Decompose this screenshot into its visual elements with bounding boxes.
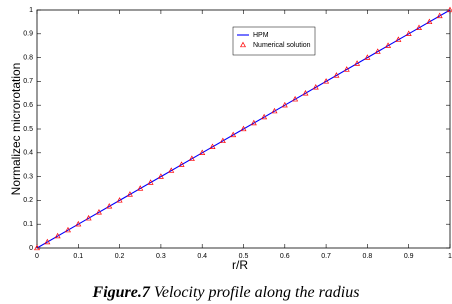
marker [199,149,206,155]
marker [75,220,82,227]
y-tick-label: 0.3 [23,173,33,180]
marker [178,161,185,167]
marker [302,89,309,96]
marker [126,191,133,197]
marker [44,238,51,245]
legend-label: Numerical solution [253,42,311,49]
y-tick-label: 0.8 [23,54,33,61]
marker [354,60,361,66]
marker [85,214,92,221]
marker [34,244,40,251]
x-tick-label: 0.2 [115,253,125,260]
y-tick-label: 0.9 [23,31,33,38]
marker [116,197,123,203]
legend-box [232,26,316,56]
marker [209,143,216,149]
y-tick-label: 0.2 [23,197,33,204]
x-tick-label: 0.5 [239,253,249,260]
x-tick-label: 0.9 [404,253,414,260]
y-tick-label: 1 [29,7,33,14]
marker [157,173,164,179]
x-tick-label: 1 [448,253,452,260]
marker [54,232,61,239]
marker [188,155,195,161]
y-tick-label: 0.4 [23,150,33,157]
marker [447,6,452,13]
x-tick-label: 0.3 [156,253,166,260]
marker [95,208,102,215]
marker [405,30,412,36]
x-tick-label: 0.4 [197,253,207,260]
marker [137,185,144,191]
marker [219,137,226,144]
y-tick-label: 0.5 [23,126,33,133]
marker [436,12,443,19]
caption-label: Figure.7 [92,284,151,301]
marker [230,131,237,138]
marker [281,101,288,108]
marker [271,107,278,114]
marker [292,95,299,102]
marker [395,36,402,42]
x-tick-label: 0.6 [280,253,290,260]
marker [64,226,71,233]
marker [323,78,330,84]
caption-text: Velocity profile along the radius [154,284,360,301]
marker [426,18,433,25]
series-line [36,9,451,249]
marker [364,54,371,60]
marker [240,125,247,132]
marker [312,84,319,90]
marker [250,119,257,126]
marker [106,203,113,209]
x-tick-label: 0.8 [363,253,373,260]
marker [168,167,175,173]
marker [385,42,392,48]
y-tick-label: 0.1 [23,221,33,228]
y-tick-label: 0.6 [23,102,33,109]
marker [261,113,268,120]
caption: Figure.7 Velocity profile along the radi… [92,284,360,301]
x-axis-label: r/R [232,258,248,272]
marker [416,24,423,30]
marker [343,66,350,72]
x-tick-label: 0 [35,253,39,260]
marker [147,179,154,185]
y-axis-label: Normalizec microrotation [9,63,23,196]
x-tick-label: 0.1 [73,253,83,260]
marker [374,48,381,54]
x-tick-label: 0.7 [321,253,331,260]
y-tick-label: 0.7 [23,78,33,85]
legend-label: HPM [253,32,269,39]
y-tick-label: 0 [29,245,33,252]
marker [333,72,340,78]
legend-marker [240,41,246,48]
